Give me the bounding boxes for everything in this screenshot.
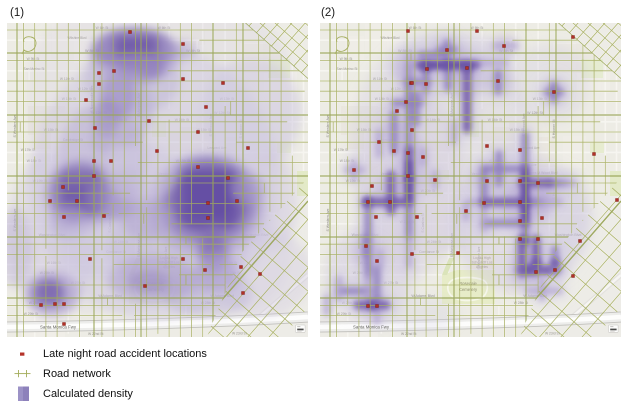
svg-text:W 22nd St: W 22nd St	[401, 332, 416, 336]
svg-text:W 6th St: W 6th St	[471, 26, 484, 30]
svg-text:Cemetery: Cemetery	[459, 287, 478, 292]
svg-text:Santa Monica Fwy: Santa Monica Fwy	[40, 325, 77, 330]
svg-text:S Hoover St: S Hoover St	[552, 120, 556, 139]
svg-text:Wilshire Blvd: Wilshire Blvd	[380, 36, 399, 40]
svg-text:W 29th St: W 29th St	[24, 312, 39, 316]
svg-text:W 17th St: W 17th St	[21, 148, 36, 152]
svg-text:S Western Ave: S Western Ave	[326, 114, 330, 137]
svg-text:S Western Ave: S Western Ave	[13, 114, 17, 137]
svg-text:Santa Monica Fwy: Santa Monica Fwy	[353, 325, 390, 330]
svg-text:S Western Ave: S Western Ave	[326, 208, 330, 231]
svg-text:W 17th St: W 17th St	[334, 148, 349, 152]
svg-text:W 23rd St: W 23rd St	[232, 332, 247, 336]
svg-text:San Marino St: San Marino St	[337, 67, 358, 71]
svg-text:W 22nd St: W 22nd St	[88, 332, 103, 336]
svg-text:W 29th St: W 29th St	[337, 312, 352, 316]
svg-text:W 9th St: W 9th St	[340, 57, 353, 61]
svg-text:W 23rd St: W 23rd St	[545, 332, 560, 336]
svg-text:Rosedale: Rosedale	[459, 281, 477, 286]
svg-text:W Adams Blvd: W Adams Blvd	[411, 294, 434, 298]
svg-text:W 28th St: W 28th St	[514, 301, 529, 305]
